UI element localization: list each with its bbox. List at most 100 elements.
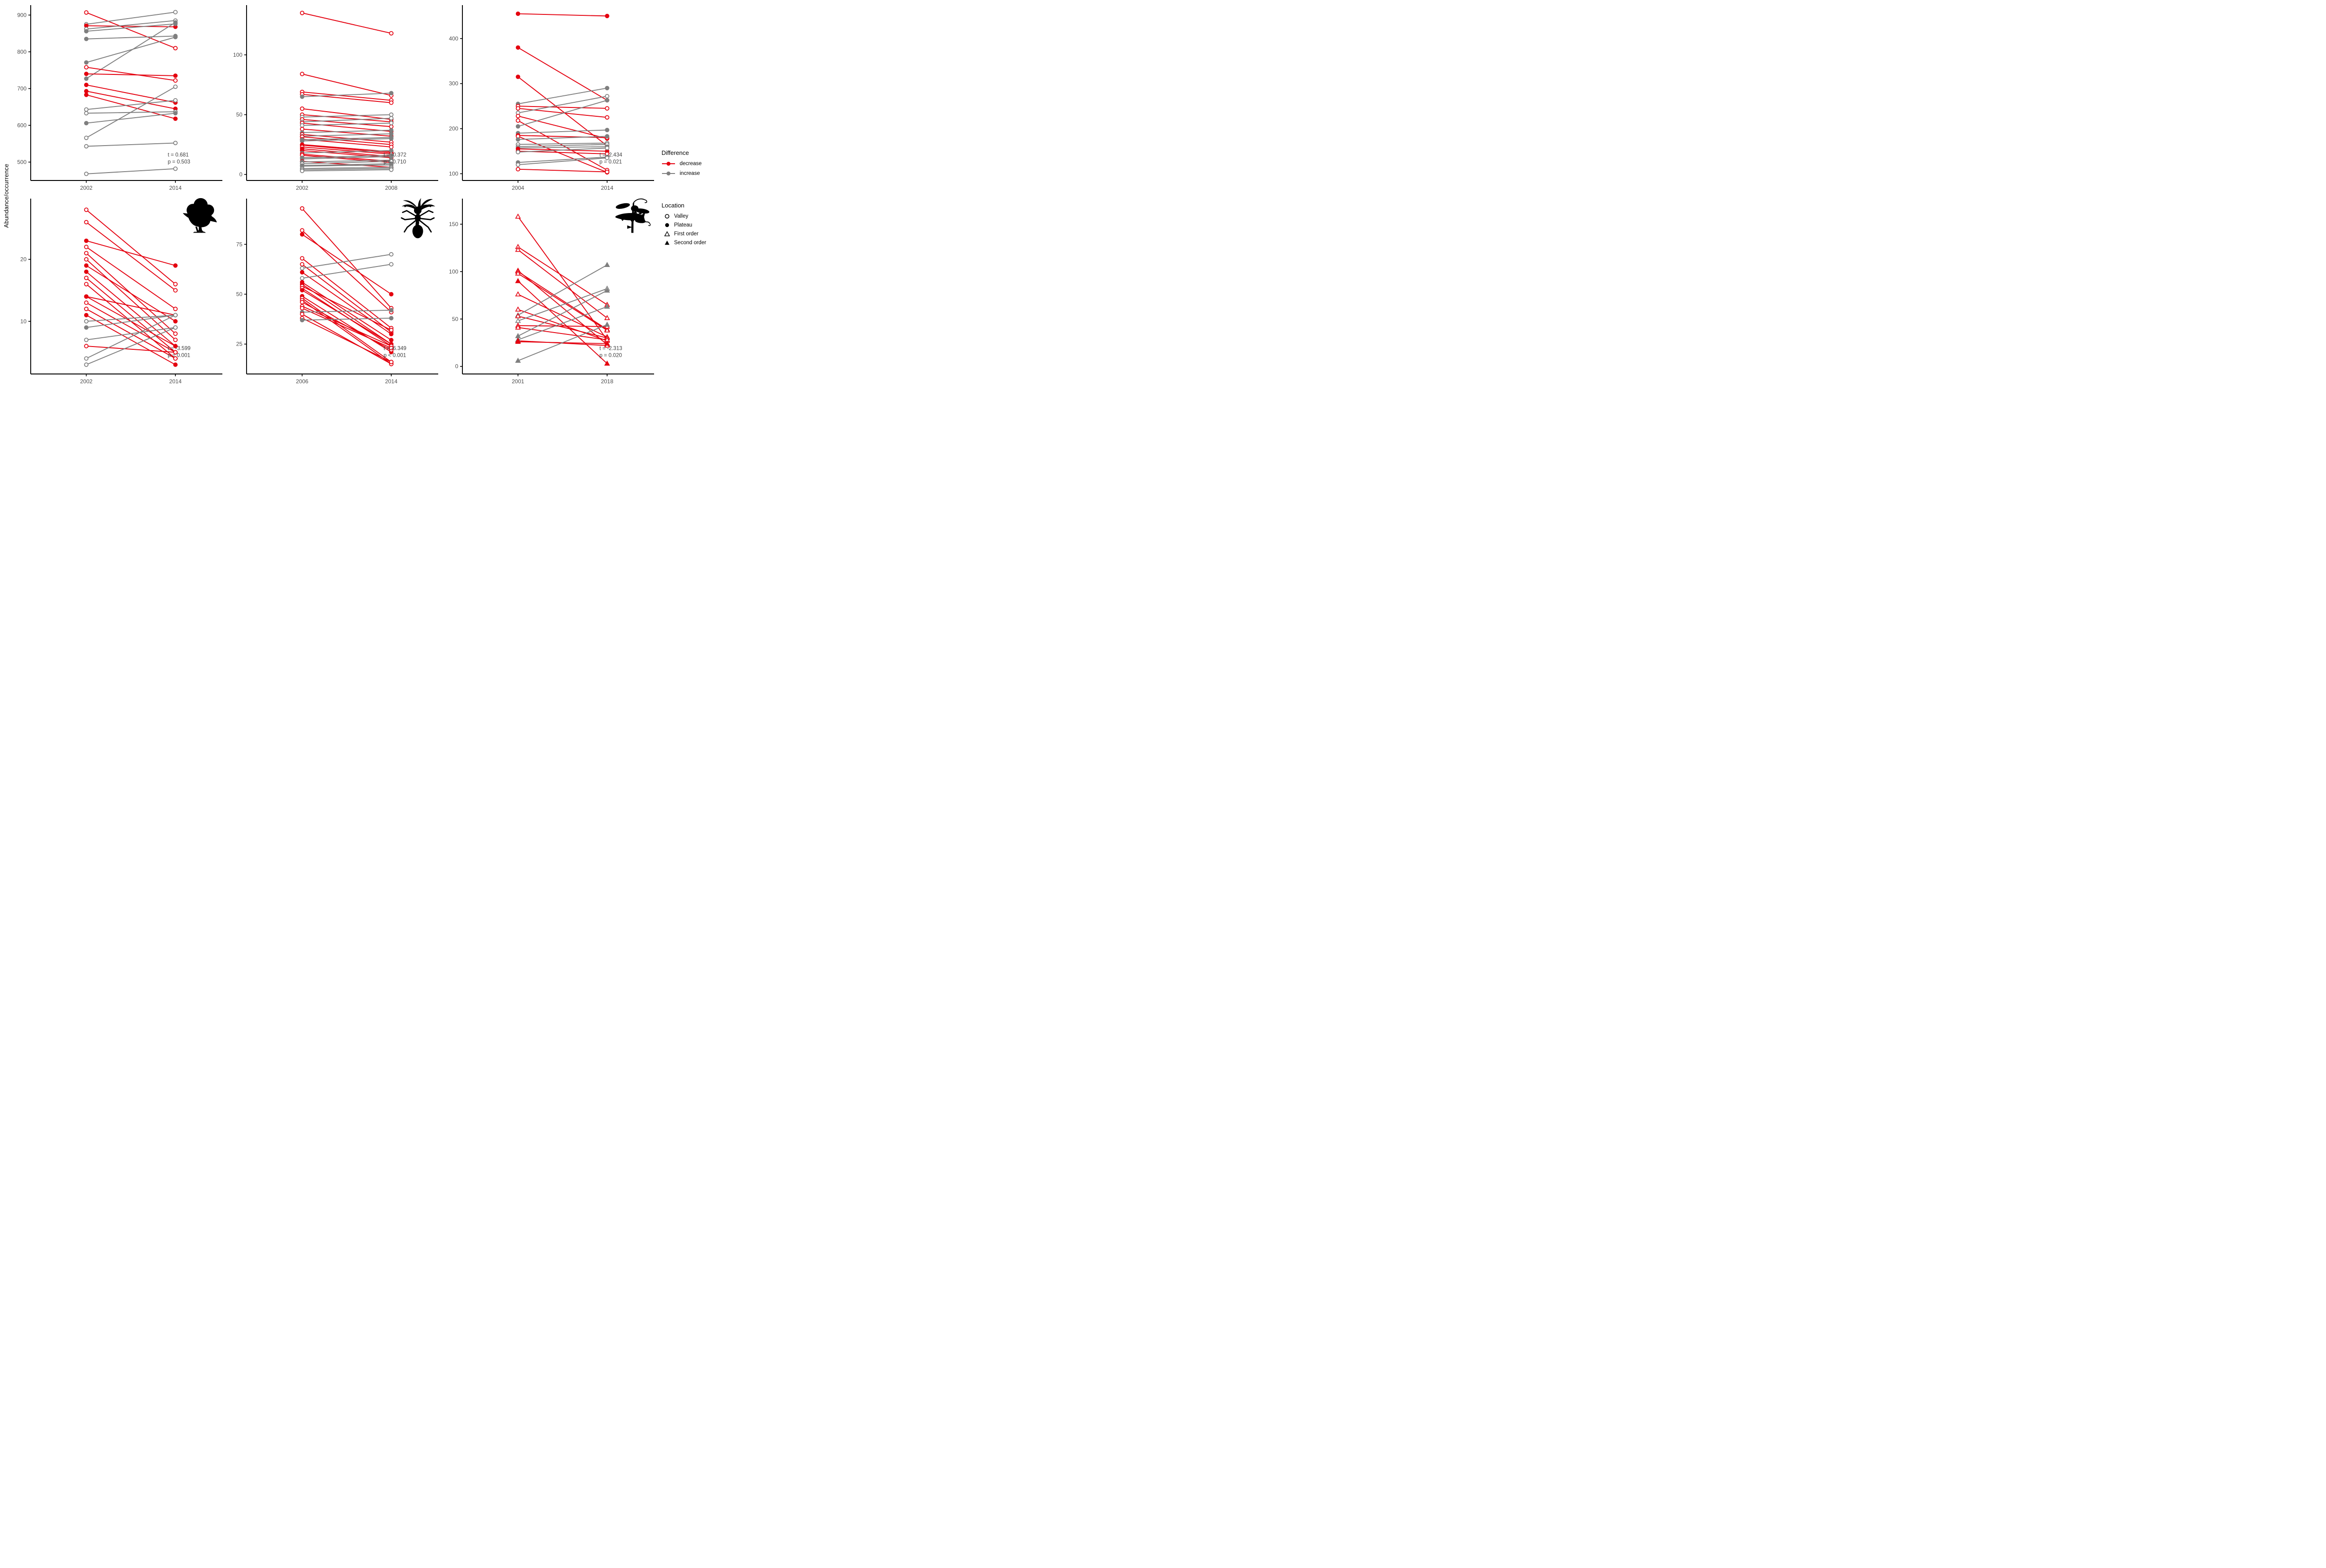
data-point <box>300 306 305 311</box>
data-line <box>518 315 608 339</box>
data-point <box>604 327 610 333</box>
data-point <box>84 76 89 81</box>
y-tick-label: 100 <box>449 170 458 177</box>
data-point <box>389 124 394 129</box>
data-point <box>605 134 609 139</box>
data-point <box>604 340 610 346</box>
data-point <box>84 294 89 299</box>
legend-item-label: increase <box>680 171 700 176</box>
data-line <box>86 296 176 316</box>
data-point <box>389 167 394 172</box>
data-line <box>518 136 608 173</box>
y-tick-label: 500 <box>17 159 27 165</box>
data-line <box>518 324 608 361</box>
data-line <box>302 160 392 163</box>
points-group <box>515 11 609 175</box>
data-line <box>518 95 608 113</box>
data-line <box>301 234 392 295</box>
y-tick-label: 100 <box>233 52 242 58</box>
data-line <box>302 114 392 118</box>
data-point <box>173 10 178 14</box>
data-point <box>389 91 394 95</box>
data-point <box>84 220 89 225</box>
y-tick-label: 20 <box>20 256 27 263</box>
lines-group <box>86 12 176 174</box>
y-tick-label: 700 <box>17 85 27 92</box>
stats-t-value: t = -6.349 <box>384 346 407 352</box>
data-line <box>86 35 176 40</box>
data-line <box>86 142 176 147</box>
data-point <box>173 140 178 146</box>
data-line <box>301 298 392 363</box>
data-point <box>173 344 178 348</box>
data-line <box>518 306 608 340</box>
data-line <box>86 12 176 25</box>
stats-t-value: t = -0.372 <box>384 153 407 158</box>
legend-item-first-order: First order <box>664 231 715 237</box>
data-point <box>173 282 178 287</box>
data-line <box>86 113 176 124</box>
panel-bird: 10 20 2002 2014 t = -3.599 p = 0.001 <box>12 196 228 389</box>
data-point <box>300 276 305 280</box>
data-line <box>302 156 392 160</box>
data-point <box>84 325 89 330</box>
data-line <box>518 157 608 166</box>
data-line <box>302 168 392 170</box>
y-tick-label: 150 <box>449 221 458 227</box>
data-line <box>302 169 392 172</box>
data-line <box>518 135 608 138</box>
data-point <box>389 116 394 120</box>
data-line <box>518 147 608 153</box>
y-tick-label: 100 <box>449 268 458 275</box>
stats-t-value: t = -3.599 <box>168 346 191 352</box>
data-point <box>389 136 394 141</box>
data-point <box>84 60 89 65</box>
slope-chart-tree: 500 600 700 800 900 2002 2014 t = 0.681 p = 0.50… <box>17 5 222 191</box>
data-line <box>302 309 392 313</box>
data-point <box>84 269 89 274</box>
data-point <box>515 45 521 50</box>
x-tick-label: 2006 <box>296 378 308 385</box>
data-point <box>515 278 521 283</box>
data-point <box>515 150 521 154</box>
data-point <box>84 362 89 367</box>
data-line <box>518 325 608 327</box>
data-line <box>302 318 392 363</box>
decrease-swatch-icon <box>662 161 675 166</box>
data-point <box>300 139 305 143</box>
data-point <box>173 84 178 89</box>
data-point <box>84 300 89 305</box>
data-point <box>389 100 394 105</box>
stats-p-value: p = 0.021 <box>600 160 622 165</box>
triangle-open-icon <box>664 231 670 236</box>
legend-spacer <box>662 180 715 202</box>
data-point <box>515 324 521 330</box>
data-line <box>86 327 176 340</box>
data-point <box>84 111 89 116</box>
data-point <box>300 206 305 211</box>
data-point <box>84 257 89 262</box>
legend-item-increase: increase <box>662 171 715 176</box>
data-line <box>517 76 608 147</box>
data-line <box>302 119 392 127</box>
data-line <box>302 93 392 97</box>
data-line <box>302 254 392 269</box>
data-line <box>518 146 608 149</box>
data-point <box>84 238 89 243</box>
data-point <box>389 131 394 136</box>
data-point <box>389 252 394 257</box>
data-line <box>301 284 392 345</box>
bird-icon <box>183 207 217 233</box>
data-point <box>389 316 394 320</box>
data-line <box>86 314 176 365</box>
data-point <box>84 144 89 149</box>
data-line <box>302 318 392 321</box>
data-point <box>300 312 305 317</box>
data-point <box>604 261 610 267</box>
data-point <box>605 98 609 103</box>
panel-fish: 0 50 100 150 2001 2018 t = -2.313 p = 0.020 <box>444 196 660 389</box>
data-line <box>86 84 176 103</box>
increase-swatch-icon <box>662 171 675 176</box>
data-line <box>302 122 392 132</box>
